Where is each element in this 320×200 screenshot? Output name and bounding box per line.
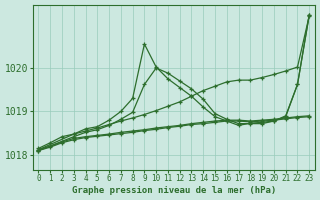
- X-axis label: Graphe pression niveau de la mer (hPa): Graphe pression niveau de la mer (hPa): [72, 186, 276, 195]
